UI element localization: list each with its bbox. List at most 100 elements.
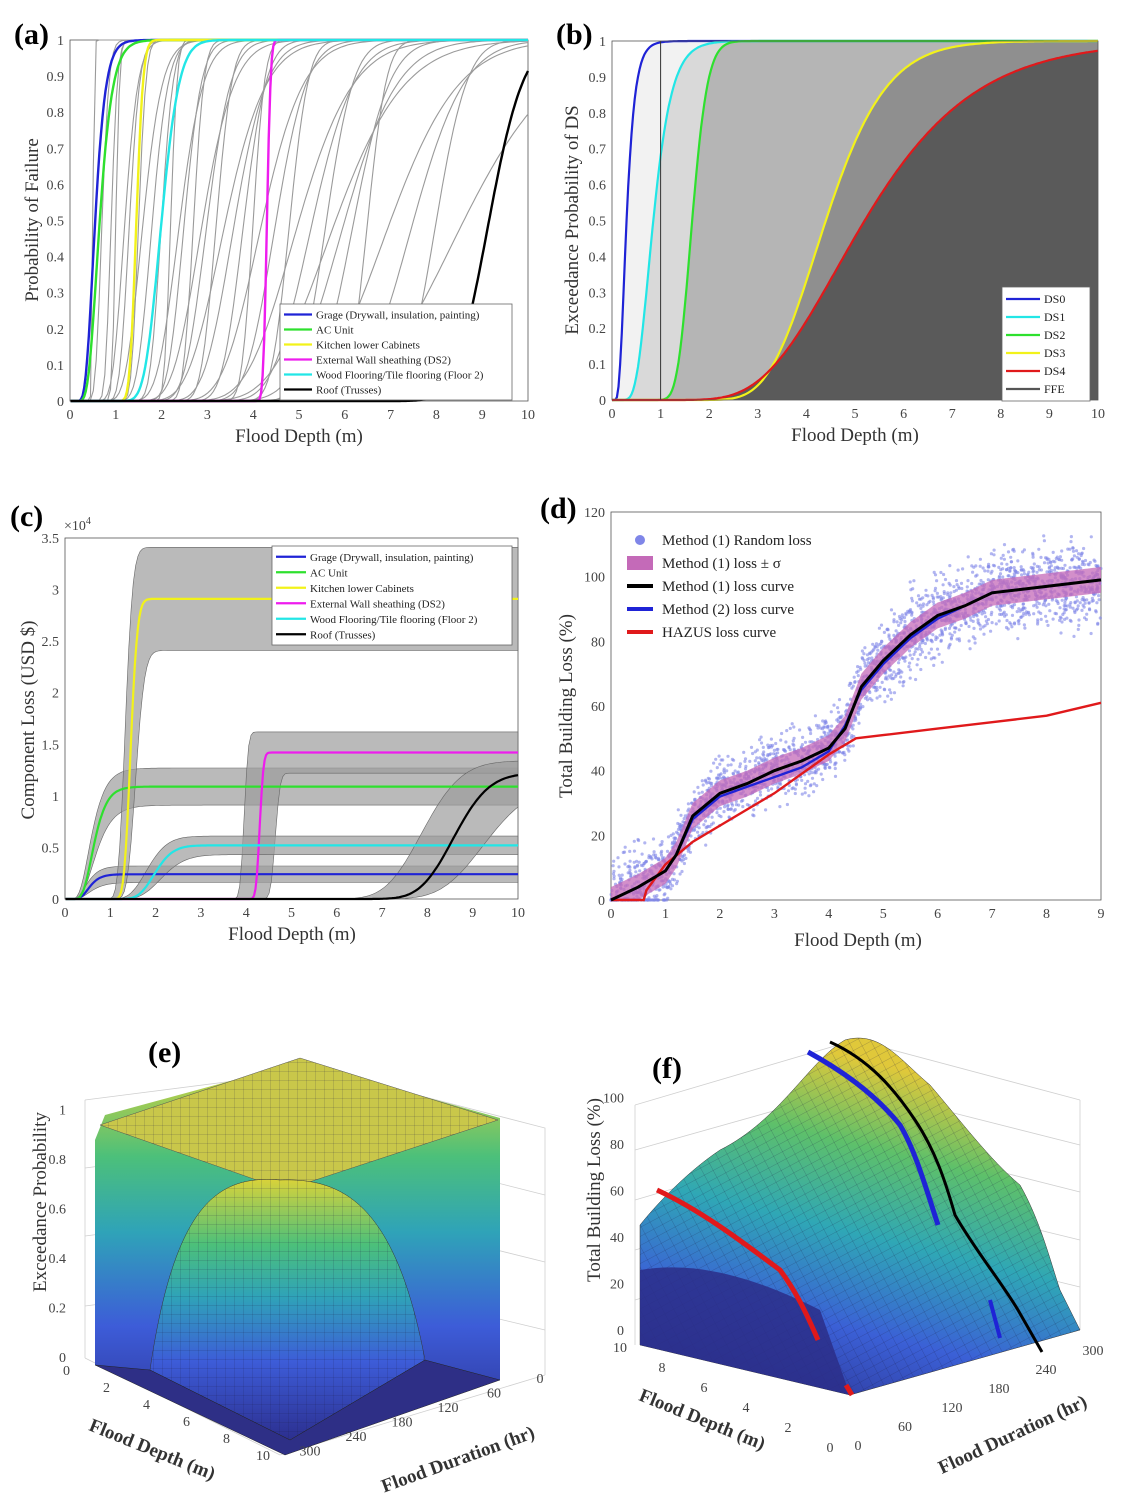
panel-d-scatter-point (675, 882, 679, 886)
panel-d-scatter-point (1068, 566, 1072, 570)
panel-d-scatter-point (885, 628, 889, 632)
panel-d-scatter-point (1042, 534, 1046, 538)
panel-e-surface-top-mesh (100, 1058, 498, 1190)
panel-d-scatter-point (1058, 618, 1062, 623)
panel-d-scatter-point (729, 763, 733, 767)
panel-d-scatter-point (1035, 605, 1039, 609)
panel-d-scatter-point (908, 661, 912, 665)
panel-d-scatter-point (1001, 612, 1005, 616)
panel-a-legend-box (279, 303, 513, 401)
panel-d-legend-swatch (627, 556, 653, 570)
panel-d-scatter-point (1073, 565, 1077, 569)
panel-d-scatter-point (935, 591, 940, 596)
panel-d-scatter-point (758, 790, 762, 794)
panel-d-scatter-point (833, 763, 837, 767)
panel-d-scatter-point (965, 585, 969, 589)
panel-d-scatter-point (983, 611, 987, 615)
panel-d-scatter-point (791, 739, 795, 743)
panel-f-ztick: 20 (610, 1278, 624, 1293)
panel-d-scatter-point (1093, 559, 1097, 563)
panel-d-scatter-point (1015, 610, 1019, 614)
panel-d-scatter-point (1012, 622, 1017, 626)
panel-d-scatter-point (748, 759, 752, 764)
panel-b: (b) 0 1 2 3 4 5 6 7 8 9 10 0 0.1 0.2 0.3 0.4 0.5 0.6 0.7 0.… (556, 18, 1105, 446)
panel-d-scatter-point (1058, 606, 1062, 610)
panel-a-xtick: 5 (296, 408, 303, 423)
panel-d-scatter-point (815, 723, 819, 728)
panel-d-scatter-point (623, 862, 627, 866)
panel-d-scatter-point (738, 765, 742, 769)
panel-a-ytick: 0.8 (47, 106, 65, 121)
panel-d-scatter-point (989, 613, 993, 617)
panel-d-scatter-point (687, 847, 691, 851)
panel-d-scatter-point (925, 637, 929, 641)
panel-d-xtick: 6 (934, 907, 941, 922)
panel-a-legend-label: Wood Flooring/Tile flooring (Floor 2) (316, 370, 484, 382)
panel-d-scatter-point (1014, 569, 1018, 574)
panel-d-scatter-point (910, 599, 915, 603)
panel-d-scatter-point (997, 576, 1001, 580)
panel-d-scatter-point (927, 601, 931, 605)
panel-b-xtick: 4 (803, 407, 810, 422)
panel-d-scatter-point (984, 619, 989, 623)
panel-d-scatter-point (1006, 566, 1010, 570)
panel-d-scatter-point (903, 619, 907, 624)
panel-b-xtick: 7 (949, 407, 956, 422)
panel-d-scatter-point (1012, 547, 1016, 551)
panel-d-series-line (610, 578, 1102, 902)
panel-d-scatter-point (924, 655, 928, 660)
panel-e-ztick: 0 (59, 1351, 66, 1366)
panel-d-scatter-point (920, 610, 924, 614)
panel-d-scatter-point (823, 731, 827, 735)
panel-d-scatter-point (683, 814, 687, 818)
panel-a-ytick: 0.2 (47, 323, 65, 338)
panel-d-scatter-point (676, 808, 680, 812)
panel-d-scatter-point (807, 772, 811, 776)
panel-c: (c) 0 1 2 3 4 5 6 7 8 9 10 0 0.5 1 1.5 2 2.5 3 3.5 ×104 Fl… (10, 500, 525, 945)
panel-d-scatter-point (999, 604, 1003, 608)
panel-d-scatter-point (806, 779, 810, 784)
panel-e-ztick: 0.6 (49, 1203, 67, 1218)
panel-d-scatter-point (1060, 558, 1064, 562)
panel-d-scatter-point (964, 621, 968, 625)
panel-d-scatter-point (954, 588, 959, 592)
panel-a-xtick: 8 (433, 408, 440, 423)
panel-d-scatter-point (971, 570, 975, 574)
panel-e-depth-tick: 4 (143, 1398, 150, 1413)
panel-d-scatter-point (916, 594, 921, 598)
panel-c-xtick: 4 (243, 906, 250, 921)
panel-d-scatter-point (1059, 631, 1063, 635)
panel-d-scatter-point (908, 676, 912, 680)
panel-d-scatter-point (1006, 550, 1011, 554)
panel-d-scatter-point (790, 722, 794, 726)
panel-d-scatter-point (918, 644, 922, 649)
panel-d-scatter-point (912, 579, 916, 583)
panel-d-scatter-point (876, 648, 880, 652)
panel-c-series-line (65, 844, 518, 901)
panel-c-series-line (65, 873, 518, 901)
panel-d-scatter-point (682, 861, 687, 866)
panel-d-scatter-point (1009, 604, 1013, 609)
panel-d-scatter-point (842, 750, 846, 755)
panel-d-scatter-point (1050, 598, 1054, 602)
panel-d-scatter-point (976, 618, 980, 622)
panel-d-scatter-point (786, 789, 791, 793)
panel-d-scatter-point (793, 791, 797, 796)
panel-d-scatter-point (670, 884, 675, 888)
panel-c-legend-label: External Wall sheathing (DS2) (310, 598, 445, 610)
panel-d-scatter-point (1082, 546, 1086, 551)
panel-d-scatter-point (878, 694, 882, 698)
panel-d-scatter-point (851, 727, 855, 731)
panel-d-scatter-point (1020, 573, 1024, 577)
panel-d-scatter-point (632, 860, 636, 864)
panel-f-depth-tick: 8 (659, 1361, 666, 1376)
panel-d-scatter-point (647, 856, 651, 860)
panel-d-ylabel: Total Building Loss (%) (556, 614, 577, 798)
panel-d-scatter-point (705, 781, 709, 785)
panel-d-scatter-point (874, 642, 879, 646)
panel-d-scatter-point (990, 621, 994, 625)
panel-d-scatter-point (943, 577, 948, 582)
panel-d-label: (d) (540, 492, 577, 525)
panel-d-scatter-point (989, 629, 993, 633)
panel-d-scatter-point (900, 670, 904, 674)
